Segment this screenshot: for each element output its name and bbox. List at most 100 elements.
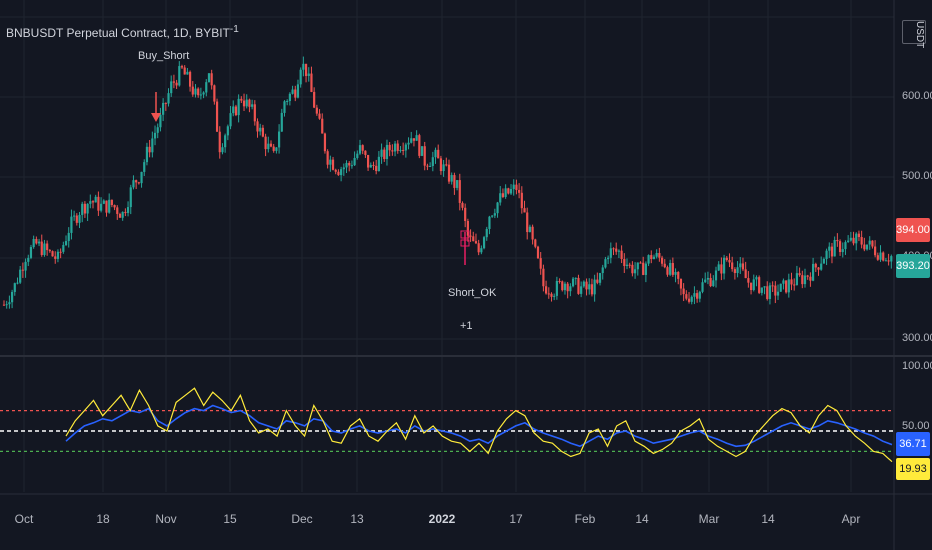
candle-body [722,257,726,274]
candle-body [652,256,656,260]
candle-body [590,284,594,295]
candle-body [828,246,831,251]
candle-body [83,203,87,214]
candle-body [679,278,683,289]
candle-body [617,250,621,252]
candle-body [582,281,585,287]
rsi-tick-100: 100.00 [902,360,932,372]
candle-body [207,73,211,83]
rsi-tag-blue: 36.71 [896,432,930,456]
candle-body [447,164,451,182]
candle-body [299,69,302,85]
candle-body [75,215,78,223]
candle-body [35,238,38,244]
candle-body [272,146,275,151]
candle-body [863,244,866,250]
candle-body [178,66,181,86]
candle-body [245,99,248,107]
candle-body [736,267,739,274]
candle-body [849,237,852,241]
x-tick-apr: Apr [841,512,861,526]
candle-body [725,257,728,261]
candle-body [806,275,809,277]
candle-body [307,73,310,76]
candle-body [89,201,92,204]
candle-body [331,159,335,170]
candle-body [558,280,561,282]
candle-body [747,278,750,283]
candle-body [650,255,653,260]
candle-body [170,81,173,94]
candle-body [388,144,391,151]
candle-body [67,232,70,242]
candle-body [348,162,351,166]
candle-body [97,196,100,211]
candle-body [547,293,550,295]
candle-body [315,107,318,114]
candle-body [32,238,35,248]
candle-body [242,100,246,107]
candle-body [396,143,399,151]
candle-body [221,147,224,153]
candle-body [706,277,710,280]
candle-body [491,215,494,217]
candle-body [518,189,521,193]
candle-body [43,243,46,255]
candle-body [504,188,507,197]
candle-body [571,278,575,287]
candle-body [124,211,127,213]
candle-body [240,98,243,101]
candle-body [669,263,672,275]
candle-body [774,285,777,296]
candle-body [625,264,629,266]
candle-body [372,164,375,166]
candle-body [739,263,742,268]
candle-body [542,268,545,287]
candle-body [482,237,486,249]
candle-body [701,282,704,292]
candle-body [687,298,691,302]
candle-body [855,233,858,244]
candle-body [771,285,774,287]
candle-body [116,207,119,214]
candle-body [501,193,505,197]
candle-body [607,257,610,260]
buy-short-label: Buy_Short [138,50,190,62]
candle-body [118,213,122,218]
candle-body [512,184,515,190]
candle-body [56,251,60,259]
candle-body [102,200,105,204]
candle-body [515,184,518,190]
candle-body [218,131,221,153]
candle-body [585,281,588,290]
candle-body [267,143,270,150]
candle-body [329,159,332,165]
candle-body [188,71,192,87]
candle-body [337,171,340,176]
candle-body [377,156,380,172]
candle-body [8,302,11,305]
candle-body [666,267,669,275]
candle-body [450,175,453,182]
candle-body [137,182,140,184]
candle-body [334,169,337,172]
candle-body [536,246,540,259]
x-tick-14-mar: 14 [761,512,775,526]
candle-body [798,273,801,276]
candle-body [64,241,68,246]
candle-body [364,150,367,155]
candle-body [717,264,720,271]
x-tick-2022: 2022 [428,512,456,526]
candle-body [162,102,165,115]
candle-body [253,104,256,122]
candle-body [194,88,197,95]
rsi-blue-line [65,404,893,448]
candle-body [841,249,844,253]
candle-body [749,282,753,291]
candle-body [744,269,747,279]
currency-button[interactable]: USDT [902,20,926,48]
candle-body [27,257,30,262]
candle-body [620,250,623,260]
